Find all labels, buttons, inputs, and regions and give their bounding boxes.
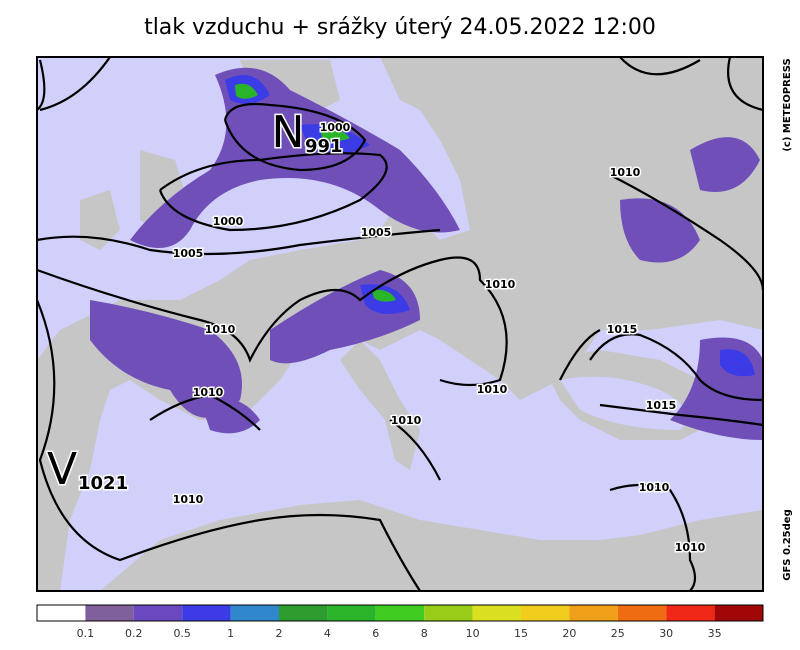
isobars: [35, 56, 765, 592]
colorbar-label: 4: [324, 627, 331, 640]
colorbar-label: 0.1: [77, 627, 95, 640]
colorbar-swatch: [472, 605, 521, 621]
isobar-label: 1010: [675, 541, 706, 554]
isobar-label: 1005: [173, 247, 204, 260]
colorbar-label: 8: [421, 627, 428, 640]
colorbar-swatch: [375, 605, 425, 621]
isobar-label: 1000: [213, 215, 244, 228]
colorbar-frame: [36, 604, 764, 622]
colorbar-label: 20: [562, 627, 576, 640]
isobar-label: 1010: [485, 278, 516, 291]
colorbar-swatch: [617, 605, 667, 621]
colorbar-swatch: [424, 605, 473, 621]
colorbar-swatch: [521, 605, 570, 621]
title: tlak vzduchu + srážky úterý 24.05.2022 1…: [144, 15, 656, 40]
map-frame: [36, 56, 764, 592]
colorbar-swatch: [327, 605, 376, 621]
isobar-label: 1015: [607, 323, 638, 336]
center-letter: V: [47, 444, 77, 495]
isobar-label: 1015: [646, 399, 677, 412]
isobar-label: 1005: [361, 226, 392, 239]
credit: (c) METEOPRESS: [782, 58, 793, 151]
colorbar-label: 15: [514, 627, 528, 640]
colorbar-label: 0.5: [173, 627, 191, 640]
center-letter: N: [272, 107, 305, 158]
colorbar-swatch: [133, 605, 183, 621]
isobar-label: 1010: [205, 323, 236, 336]
colorbar-swatch: [85, 605, 134, 621]
isobar-label: 1010: [193, 386, 224, 399]
colorbar-label: 35: [708, 627, 722, 640]
colorbar-swatch: [279, 605, 328, 621]
isobar-label: 1010: [173, 493, 204, 506]
model: GFS 0.25deg: [782, 509, 793, 581]
colorbar-label: 0.2: [125, 627, 143, 640]
sea: [560, 376, 687, 430]
colorbar-label: 2: [276, 627, 283, 640]
isobar-label: 1010: [639, 481, 670, 494]
colorbar-swatch: [714, 605, 763, 621]
colorbar-swatch: [37, 605, 86, 621]
colorbar-label: 6: [372, 627, 379, 640]
land: [340, 340, 420, 470]
colorbar-swatch: [230, 605, 279, 621]
map: [35, 56, 765, 600]
isobar-label: 1010: [610, 166, 641, 179]
colorbar-swatch: [569, 605, 618, 621]
center-value: 991: [305, 136, 343, 157]
isobar-label: 1010: [477, 383, 508, 396]
colorbar-swatch: [666, 605, 715, 621]
colorbar-label: 10: [466, 627, 480, 640]
isobar-label: 1000: [320, 121, 351, 134]
colorbar-label: 25: [611, 627, 625, 640]
land: [37, 500, 763, 600]
colorbar-label: 30: [659, 627, 673, 640]
colorbar-swatch: [182, 605, 231, 621]
isobar-label: 1010: [391, 414, 422, 427]
colorbar-label: 1: [227, 627, 234, 640]
center-value: 1021: [78, 473, 128, 494]
